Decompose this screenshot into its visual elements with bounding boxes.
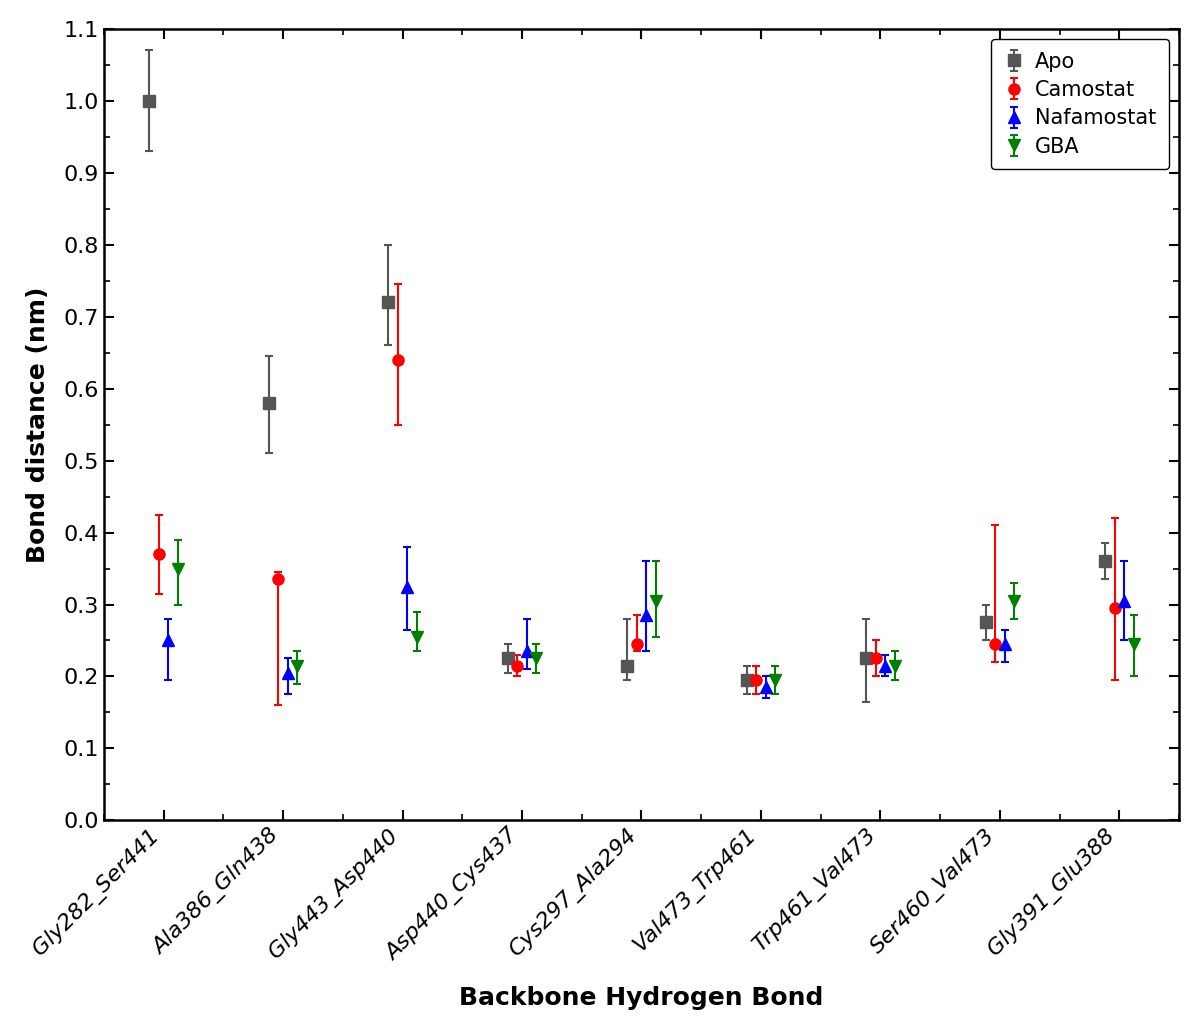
- Y-axis label: Bond distance (nm): Bond distance (nm): [25, 287, 49, 563]
- Legend: Apo, Camostat, Nafamostat, GBA: Apo, Camostat, Nafamostat, GBA: [991, 39, 1169, 169]
- X-axis label: Backbone Hydrogen Bond: Backbone Hydrogen Bond: [460, 987, 823, 1010]
